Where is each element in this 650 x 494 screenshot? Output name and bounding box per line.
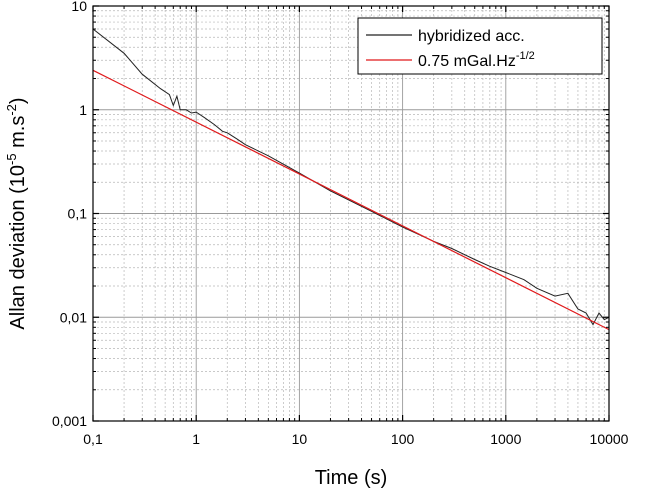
y-tick-label: 0,01	[60, 309, 87, 325]
series-layer	[92, 28, 610, 331]
legend-label-hybridized: hybridized acc.	[418, 28, 525, 45]
y-tick-label: 1	[79, 102, 87, 118]
x-tick-label: 0,1	[83, 431, 103, 447]
tick-layer: 0,1 1 10 100 1000 10000 0,001 0,01 0,1 1 10	[52, 0, 629, 447]
legend: hybridized acc. 0.75 mGal.Hz-1/2	[357, 17, 603, 75]
x-tick-label: 10	[292, 431, 308, 447]
x-tick-label: 1	[192, 431, 200, 447]
series-line-fit	[92, 69, 610, 331]
x-tick-label: 10000	[590, 431, 629, 447]
legend-label-fit: 0.75 mGal.Hz-1/2	[418, 50, 535, 70]
y-tick-label: 10	[71, 0, 87, 14]
y-tick-label: 0,1	[68, 206, 88, 222]
grid-layer	[92, 5, 610, 422]
legend-box	[357, 17, 603, 75]
y-axis-title: Allan deviation (10-5 m.s-2)	[4, 97, 29, 329]
x-tick-label: 1000	[490, 431, 521, 447]
y-tick-label: 0,001	[52, 413, 87, 429]
x-axis-title: Time (s)	[315, 467, 388, 489]
series-line-hybridized	[92, 28, 610, 326]
x-tick-label: 100	[391, 431, 415, 447]
